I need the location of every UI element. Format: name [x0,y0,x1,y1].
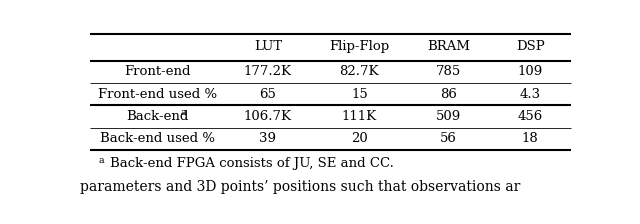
Text: BRAM: BRAM [427,40,470,53]
Text: a: a [99,155,104,165]
Text: 56: 56 [440,132,457,146]
Text: 785: 785 [436,65,461,78]
Text: 86: 86 [440,88,457,101]
Text: 456: 456 [518,110,543,123]
Text: 177.2K: 177.2K [244,65,292,78]
Text: Back-end FPGA consists of JU, SE and CC.: Back-end FPGA consists of JU, SE and CC. [110,157,394,170]
Text: 111K: 111K [342,110,377,123]
Text: Front-end: Front-end [124,65,191,78]
Text: Flip-Flop: Flip-Flop [330,40,389,53]
Text: 15: 15 [351,88,368,101]
Text: 65: 65 [259,88,276,101]
Text: 4.3: 4.3 [520,88,541,101]
Text: Front-end used %: Front-end used % [98,88,217,101]
Text: 509: 509 [436,110,461,123]
Text: LUT: LUT [254,40,282,53]
Text: Back-end used %: Back-end used % [100,132,215,146]
Text: 109: 109 [518,65,543,78]
Text: 39: 39 [259,132,276,146]
Text: 82.7K: 82.7K [340,65,379,78]
Text: a: a [180,108,186,116]
Text: 18: 18 [522,132,538,146]
Text: 106.7K: 106.7K [244,110,292,123]
Text: Back-end: Back-end [126,110,188,123]
Text: DSP: DSP [516,40,545,53]
Text: 20: 20 [351,132,368,146]
Text: parameters and 3D points’ positions such that observations ar: parameters and 3D points’ positions such… [80,180,520,194]
